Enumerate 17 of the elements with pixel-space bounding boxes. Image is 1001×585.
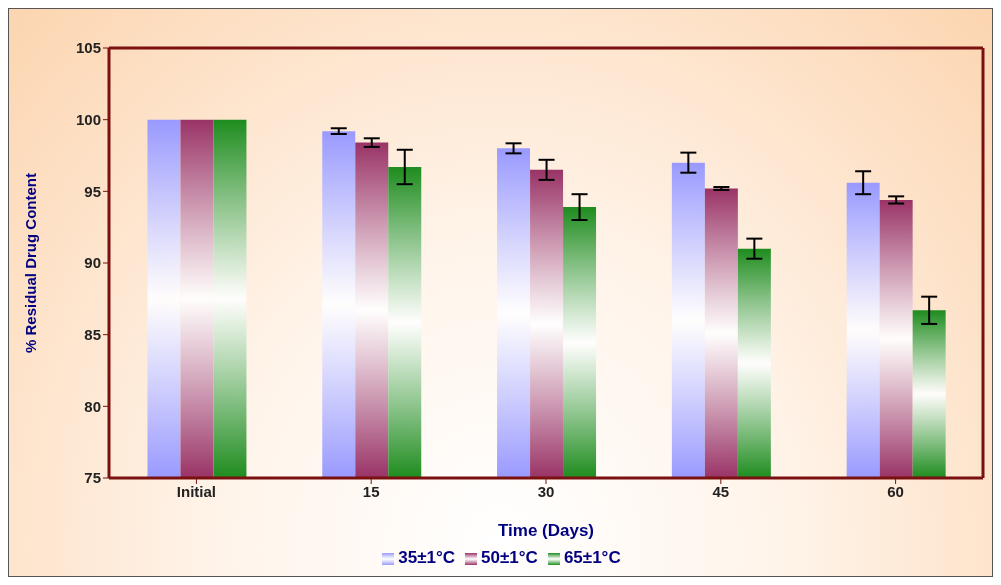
x-tick-label: Initial: [176, 482, 216, 500]
legend-label: 50±1°C: [481, 548, 538, 567]
legend-label: 35±1°C: [398, 548, 456, 567]
x-tick-label: 15: [362, 482, 380, 500]
x-tick-label: 30: [537, 482, 555, 500]
legend-label: 65±1°C: [563, 548, 621, 567]
y-axis-title: % Residual Drug Content: [22, 172, 40, 353]
x-tick-label: 60: [887, 482, 904, 500]
x-tick-label: 45: [712, 482, 730, 500]
y-tick-label: 100: [75, 110, 101, 128]
y-tick-label: 95: [84, 182, 101, 200]
y-tick-label: 75: [84, 469, 101, 487]
y-tick-label: 90: [84, 254, 101, 272]
y-tick-label: 105: [75, 39, 101, 57]
y-tick-label: 85: [84, 325, 101, 343]
y-tick-label: 80: [84, 397, 101, 415]
x-axis-title: Time (Days): [497, 521, 595, 540]
